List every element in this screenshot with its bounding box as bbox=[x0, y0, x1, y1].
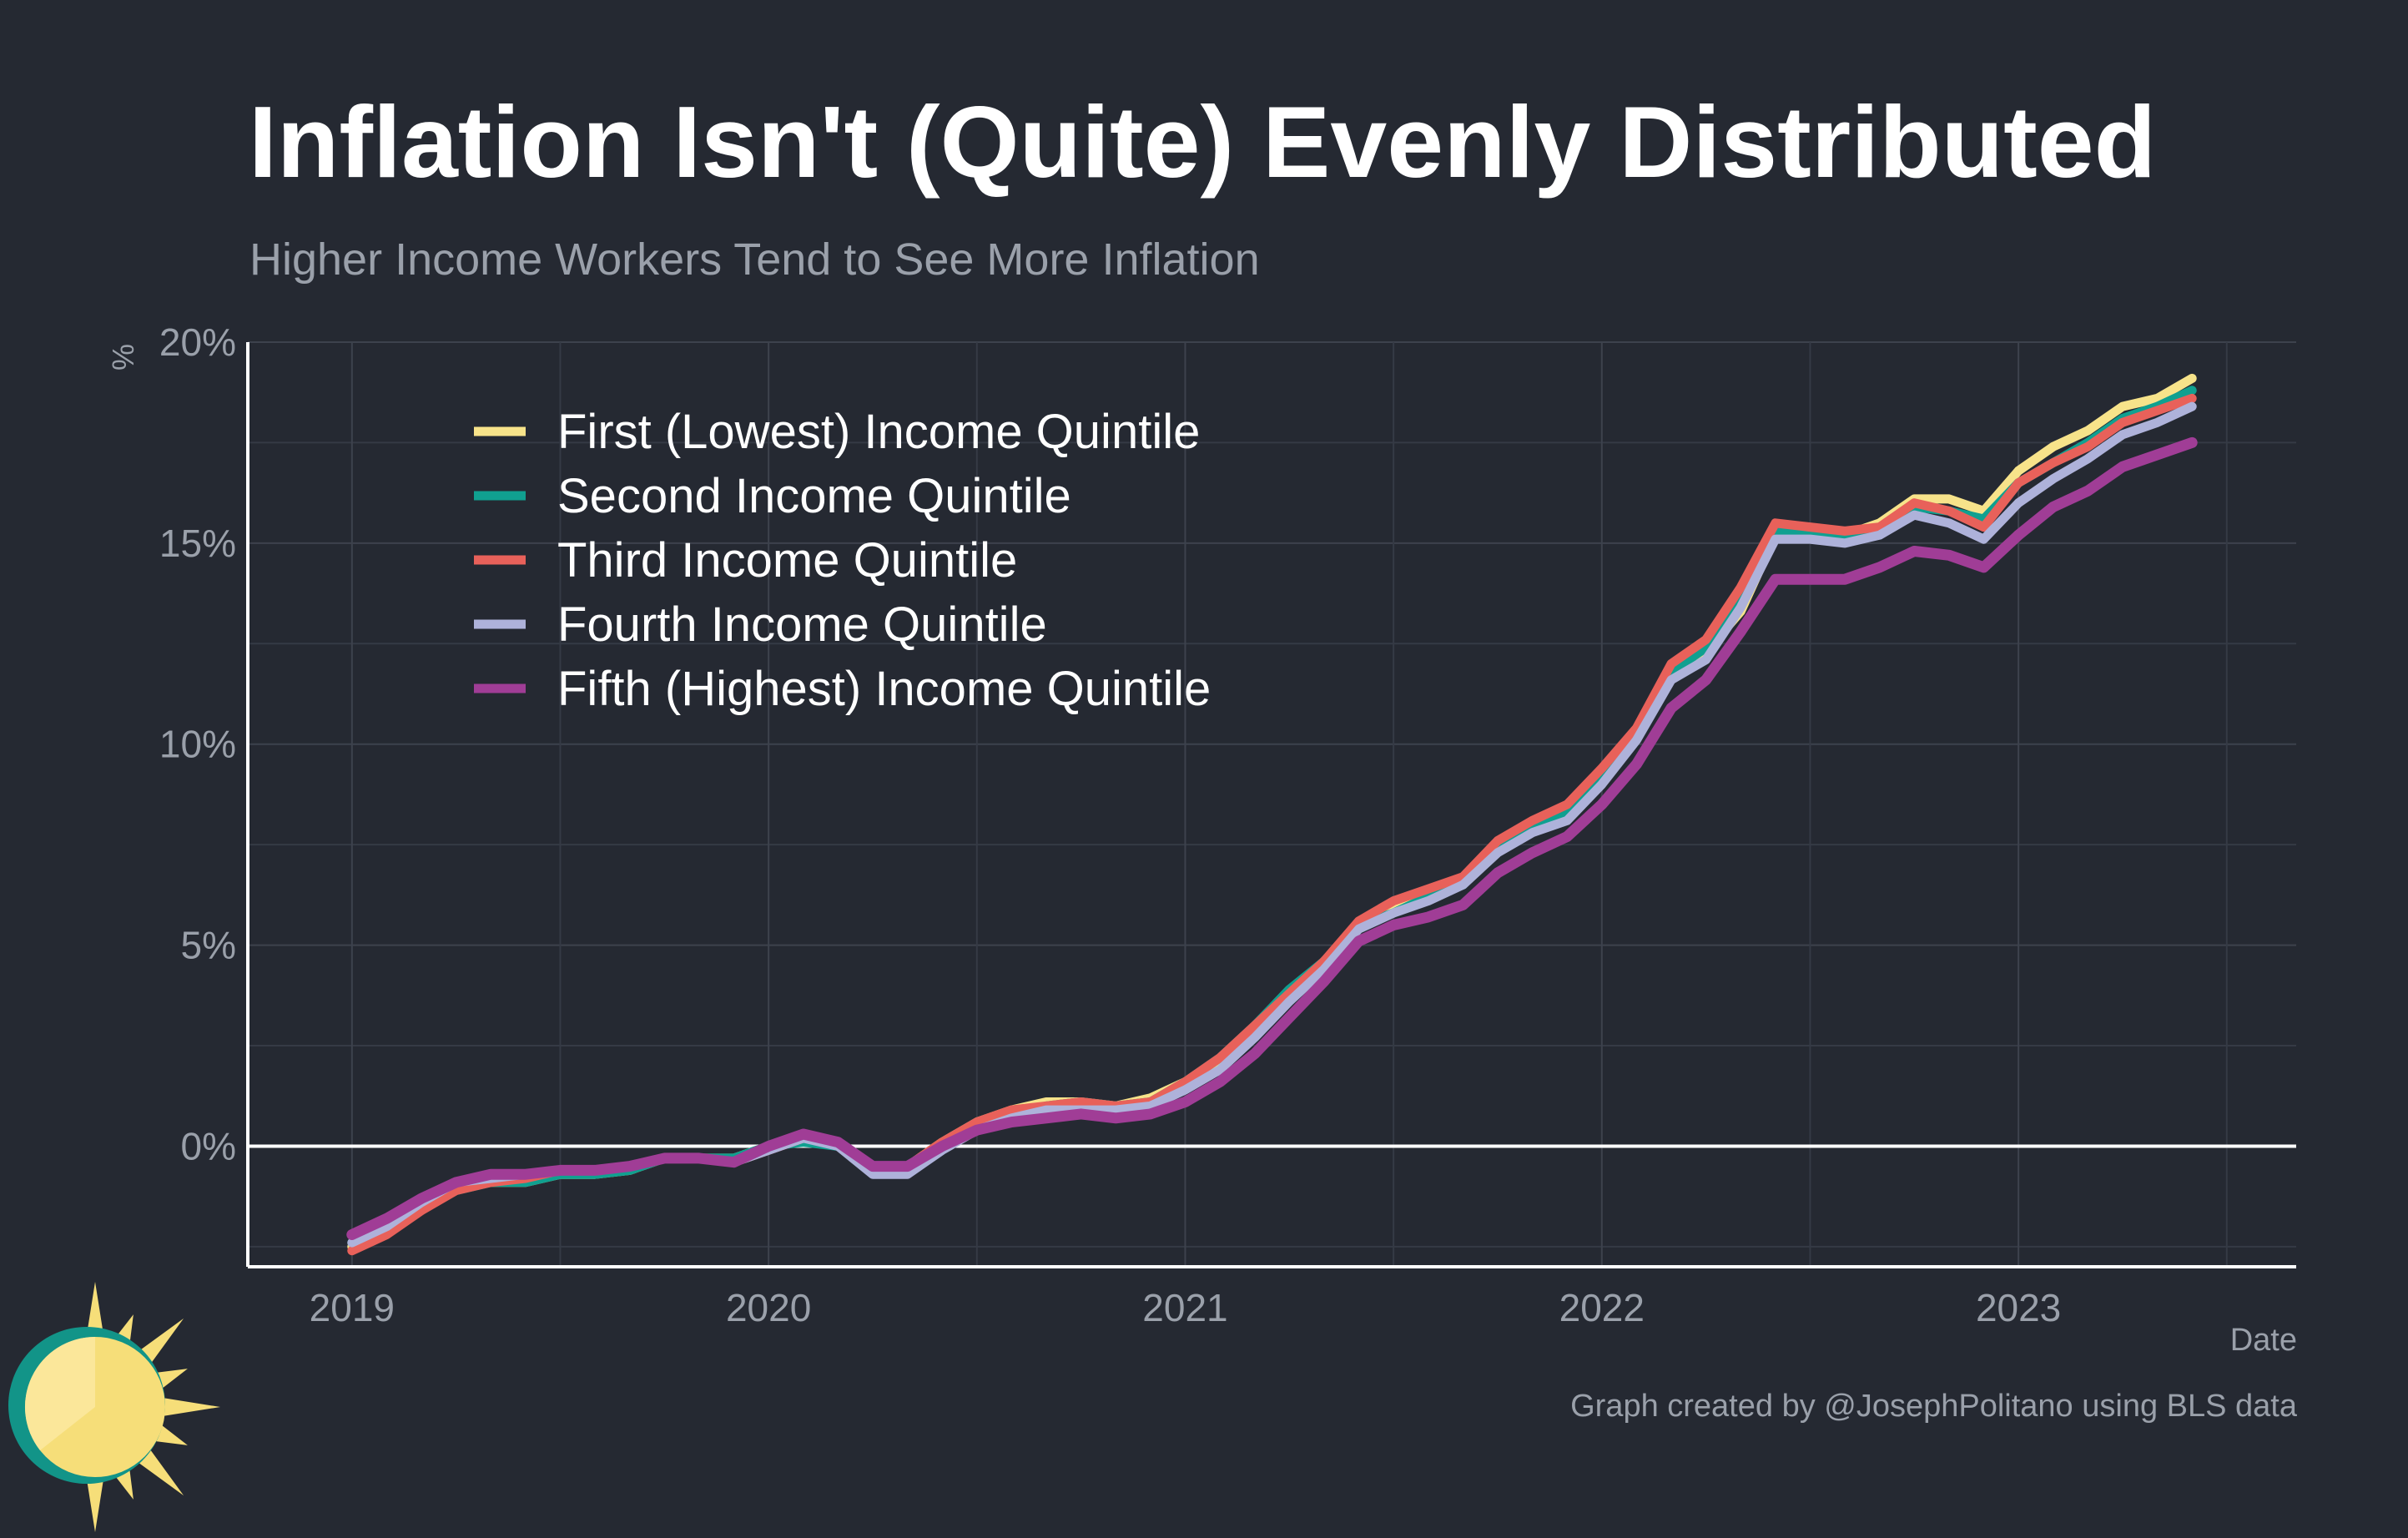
chart-subtitle: Higher Income Workers Tend to See More I… bbox=[249, 234, 1260, 285]
x-tick-label: 2022 bbox=[1559, 1286, 1645, 1329]
x-tick-label: 2023 bbox=[1976, 1286, 2061, 1329]
sun-ray bbox=[85, 1282, 105, 1341]
sun-highlight bbox=[24, 1337, 96, 1450]
y-tick-label: 5% bbox=[181, 924, 236, 967]
legend-label: Fifth (Highest) Income Quintile bbox=[557, 662, 1211, 716]
x-tick-labels: 2019 2020 2021 2022 2023 bbox=[310, 1286, 2062, 1329]
x-tick-label: 2021 bbox=[1142, 1286, 1227, 1329]
sun-ray bbox=[85, 1473, 105, 1532]
grid-lines bbox=[246, 341, 2296, 1268]
x-tick-label: 2019 bbox=[310, 1286, 395, 1329]
sun-icon bbox=[8, 1282, 220, 1532]
legend-label: First (Lowest) Income Quintile bbox=[557, 405, 1200, 459]
source-credit: Graph created by @JosephPolitano using B… bbox=[1570, 1389, 2297, 1424]
sun-ray bbox=[135, 1447, 184, 1496]
legend: First (Lowest) Income Quintile Second Inc… bbox=[474, 405, 1211, 716]
x-axis-title: Date bbox=[2229, 1323, 2297, 1358]
chart-title: Inflation Isn't (Quite) Evenly Distribut… bbox=[249, 85, 2157, 199]
y-tick-label: 0% bbox=[181, 1124, 236, 1167]
y-tick-label: 20% bbox=[159, 320, 236, 364]
y-tick-labels: 20% 15% 10% 5% 0% bbox=[159, 320, 236, 1167]
y-tick-label: 10% bbox=[159, 723, 236, 766]
y-axis-title: % bbox=[106, 344, 140, 371]
x-tick-label: 2020 bbox=[726, 1286, 811, 1329]
sun-ray bbox=[135, 1318, 184, 1367]
series-line-3 bbox=[347, 393, 2197, 1256]
legend-label: Second Income Quintile bbox=[557, 469, 1071, 523]
y-tick-label: 15% bbox=[159, 522, 236, 565]
sun-rays bbox=[85, 1282, 220, 1532]
sun-ray bbox=[161, 1397, 220, 1417]
legend-label: Fourth Income Quintile bbox=[557, 598, 1047, 652]
legend-label: Third Income Quintile bbox=[557, 533, 1017, 587]
series-lines bbox=[346, 373, 2198, 1256]
series-line-4 bbox=[347, 401, 2197, 1248]
series-line-5 bbox=[346, 436, 2198, 1240]
